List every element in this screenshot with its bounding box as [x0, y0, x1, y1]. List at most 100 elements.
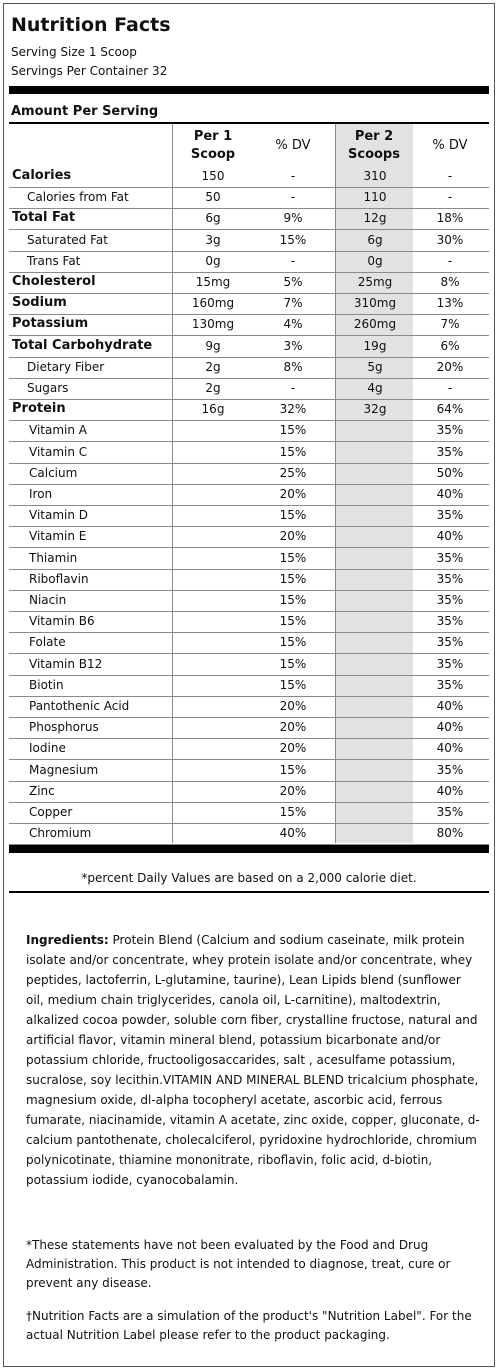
per-1-dv: 15%	[279, 656, 307, 671]
per-1-header-line1: Per 1	[193, 129, 233, 144]
per-2-dv: 80%	[436, 826, 464, 841]
nutrient-name: Protein	[12, 401, 66, 417]
top-thick-divider	[9, 86, 489, 94]
nutrient-row: Calories from Fat 50 - 110 -	[9, 187, 489, 210]
per-2-dv: -	[447, 253, 453, 268]
nutrient-name: Calories	[12, 168, 72, 183]
nutrient-name: Calcium	[29, 465, 78, 480]
ingredients-label: Ingredients:	[26, 933, 109, 947]
nutrient-name: Sugars	[27, 381, 69, 395]
servings-per-container: Servings Per Container 32	[11, 64, 168, 78]
nutrient-name: Sodium	[12, 295, 67, 311]
nutrient-row: Thiamin 15% 35%	[9, 548, 489, 570]
nutrient-name: Folate	[29, 635, 66, 650]
per-2-amount: 4g	[367, 381, 383, 395]
nutrient-name: Vitamin A	[29, 423, 87, 438]
per-1-amount: 0g	[205, 253, 221, 268]
per-1-dv: 15%	[279, 571, 307, 586]
per-1-dv: 15%	[279, 550, 307, 565]
nutrient-name: Pantothenic Acid	[29, 699, 130, 713]
per-2-amount: 0g	[367, 253, 383, 268]
per-1-dv: 15%	[279, 423, 307, 438]
per-2-dv: 35%	[436, 635, 464, 650]
per-1-header-line2: Scoop	[190, 147, 236, 162]
nutrient-name: Zinc	[29, 783, 55, 798]
nutrient-row: Dietary Fiber 2g 8% 5g 20%	[9, 357, 489, 379]
per-1-dv: 9%	[283, 211, 303, 226]
per-1-dv: 15%	[279, 508, 307, 523]
nutrient-row: Protein 16g 32% 32g 64%	[9, 399, 489, 422]
nutrient-name: Total Fat	[12, 210, 76, 226]
per-1-amount: 3g	[205, 232, 221, 247]
per-1-dv: 15%	[279, 762, 307, 777]
ingredients: Ingredients: Protein Blend (Calcium and …	[26, 930, 481, 1190]
per-1-dv: 15%	[279, 614, 307, 629]
per-2-dv: 40%	[436, 720, 464, 735]
nutrient-name: Dietary Fiber	[27, 359, 105, 374]
per-2-dv: -	[447, 169, 453, 183]
per-2-header-line2: Scoops	[348, 147, 400, 162]
fda-disclaimer: *These statements have not been evaluate…	[26, 1238, 451, 1290]
per-2-dv: 40%	[436, 487, 464, 501]
per-2-dv: 35%	[436, 444, 464, 459]
per-1-amount: 6g	[205, 211, 221, 226]
nutrient-name: Copper	[29, 805, 73, 819]
nutrient-name: Magnesium	[29, 762, 99, 777]
per-1-dv: -	[290, 253, 296, 268]
dv2-header: % DV	[432, 138, 468, 153]
nutrient-row: Folate 15% 35%	[9, 632, 489, 655]
serving-size: Serving Size 1 Scoop	[11, 45, 137, 59]
per-2-header-line1: Per 2	[354, 129, 394, 144]
nutrient-name: Calories from Fat	[27, 190, 129, 205]
amount-per-serving: Amount Per Serving	[11, 104, 159, 119]
nutrient-row: Pantothenic Acid 20% 40%	[9, 696, 489, 718]
nutrient-name: Potassium	[12, 316, 89, 332]
per-2-amount: 310	[363, 169, 387, 183]
nutrient-row: Iodine 20% 40%	[9, 738, 489, 761]
nutrient-row: Sugars 2g - 4g -	[9, 378, 489, 400]
per-2-dv: -	[447, 381, 453, 395]
per-1-amount: 16g	[201, 402, 225, 417]
nutrient-name: Vitamin B12	[29, 656, 103, 671]
per-2-dv: 50%	[436, 465, 464, 480]
column-divider-1	[172, 124, 173, 843]
per-1-amount: 50	[205, 190, 221, 205]
nutrient-name: Trans Fat	[27, 253, 81, 268]
per-1-dv: 15%	[279, 444, 307, 459]
nutrient-name: Riboflavin	[29, 571, 89, 586]
per-1-dv: 20%	[279, 699, 307, 713]
nutrient-name: Total Carbohydrate	[12, 337, 153, 353]
per-1-dv: -	[290, 381, 296, 395]
per-1-dv: 20%	[279, 720, 307, 735]
nutrient-name: Biotin	[29, 677, 64, 692]
nutrient-row: Trans Fat 0g - 0g -	[9, 251, 489, 273]
nutrient-row: Vitamin B12 15% 35%	[9, 654, 489, 676]
per-1-amount: 15mg	[195, 275, 231, 289]
per-1-dv: 15%	[279, 677, 307, 692]
nutrition-facts-title: Nutrition Facts	[11, 14, 171, 36]
nutrient-row: Cholesterol 15mg 5% 25mg 8%	[9, 272, 489, 294]
per-1-dv: 40%	[279, 826, 307, 841]
per-1-dv: 32%	[279, 402, 307, 417]
nutrient-name: Saturated Fat	[27, 232, 108, 247]
per-1-dv: 15%	[279, 232, 307, 247]
simulation-note: †Nutrition Facts are a simulation of the…	[26, 1309, 472, 1342]
per-2-dv: 13%	[436, 296, 464, 311]
column-divider-2	[335, 124, 336, 843]
nutrient-name: Vitamin E	[29, 529, 87, 544]
nutrient-row: Calcium 25% 50%	[9, 463, 489, 485]
per-2-dv: 6%	[440, 338, 460, 353]
nutrient-row: Potassium 130mg 4% 260mg 7%	[9, 314, 489, 337]
nutrient-name: Vitamin C	[29, 444, 88, 459]
per-2-dv: 30%	[436, 232, 464, 247]
nutrient-row: Copper 15% 35%	[9, 802, 489, 824]
per-2-dv: 40%	[436, 529, 464, 544]
dv1-header: % DV	[275, 138, 311, 153]
header-divider	[9, 122, 489, 124]
nutrient-name: Vitamin D	[29, 508, 89, 523]
nutrient-name: Thiamin	[29, 550, 78, 565]
per-2-dv: 20%	[436, 359, 464, 374]
nutrient-row: Zinc 20% 40%	[9, 781, 489, 803]
daily-value-footnote: *percent Daily Values are based on a 2,0…	[81, 871, 417, 885]
per-1-dv: 25%	[279, 465, 307, 480]
